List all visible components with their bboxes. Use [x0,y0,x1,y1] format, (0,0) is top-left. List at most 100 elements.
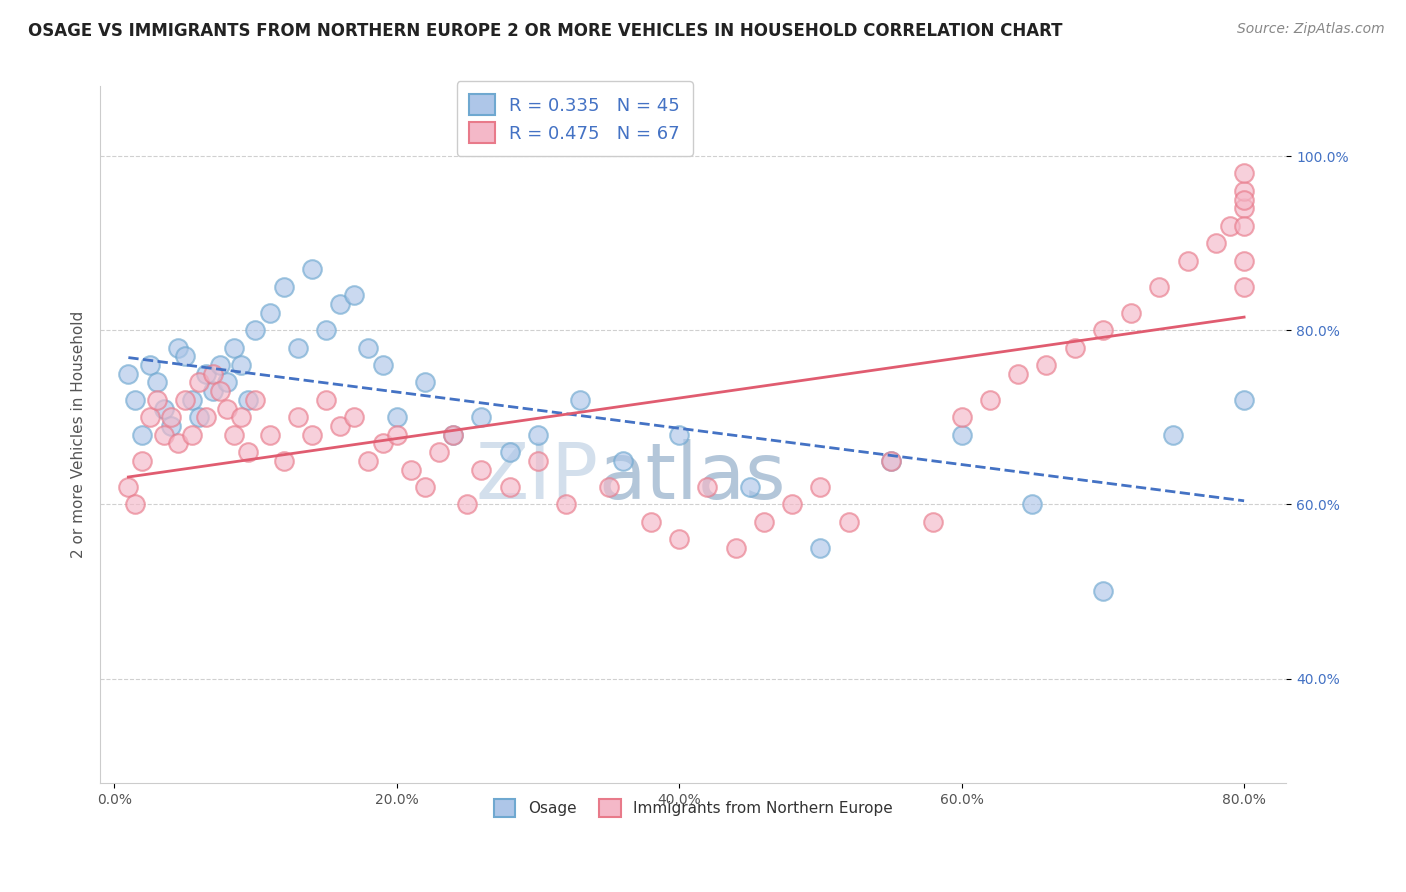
Point [413,376,436,390]
Point [399,462,422,476]
Point [188,410,211,425]
Point [470,410,492,425]
Point [238,445,260,459]
Text: atlas: atlas [599,439,786,515]
Point [724,541,747,555]
Point [173,349,195,363]
Point [470,462,492,476]
Text: Source: ZipAtlas.com: Source: ZipAtlas.com [1237,22,1385,37]
Point [188,376,211,390]
Point [181,427,204,442]
Point [527,454,550,468]
Point [441,427,464,442]
Point [238,392,260,407]
Point [385,410,408,425]
Point [202,367,225,381]
Point [1021,497,1043,511]
Point [152,401,174,416]
Point [315,323,337,337]
Point [124,392,146,407]
Point [1177,253,1199,268]
Point [1233,193,1256,207]
Point [371,358,394,372]
Point [427,445,450,459]
Point [202,384,225,399]
Point [173,392,195,407]
Point [1205,236,1227,251]
Point [159,410,181,425]
Point [1233,392,1256,407]
Point [499,445,522,459]
Point [780,497,803,511]
Point [1163,427,1185,442]
Point [245,323,267,337]
Point [145,376,167,390]
Point [950,410,973,425]
Point [152,427,174,442]
Point [456,497,478,511]
Point [357,454,380,468]
Point [668,427,690,442]
Point [499,480,522,494]
Point [209,384,232,399]
Point [145,392,167,407]
Point [329,297,352,311]
Point [138,410,160,425]
Point [598,480,620,494]
Point [1091,584,1114,599]
Point [357,341,380,355]
Point [1233,219,1256,233]
Text: ZIP: ZIP [475,439,599,515]
Point [1233,253,1256,268]
Point [880,454,903,468]
Point [1149,279,1171,293]
Point [287,410,309,425]
Point [838,515,860,529]
Point [224,341,246,355]
Point [922,515,945,529]
Point [1091,323,1114,337]
Point [245,392,267,407]
Point [166,341,188,355]
Point [166,436,188,450]
Point [301,262,323,277]
Point [301,427,323,442]
Point [371,436,394,450]
Point [124,497,146,511]
Point [131,427,153,442]
Point [1035,358,1057,372]
Point [810,541,832,555]
Point [441,427,464,442]
Point [259,427,281,442]
Point [159,419,181,434]
Point [259,306,281,320]
Point [880,454,903,468]
Point [209,358,232,372]
Point [329,419,352,434]
Point [640,515,662,529]
Point [1007,367,1029,381]
Point [117,367,139,381]
Point [315,392,337,407]
Point [569,392,592,407]
Point [668,532,690,546]
Point [527,427,550,442]
Point [181,392,204,407]
Point [287,341,309,355]
Point [195,410,218,425]
Point [950,427,973,442]
Point [810,480,832,494]
Point [738,480,761,494]
Point [752,515,775,529]
Point [1233,184,1256,198]
Point [231,358,253,372]
Point [343,410,366,425]
Y-axis label: 2 or more Vehicles in Household: 2 or more Vehicles in Household [72,311,86,558]
Point [979,392,1001,407]
Point [1119,306,1142,320]
Point [117,480,139,494]
Point [1063,341,1085,355]
Point [343,288,366,302]
Point [555,497,578,511]
Point [217,401,239,416]
